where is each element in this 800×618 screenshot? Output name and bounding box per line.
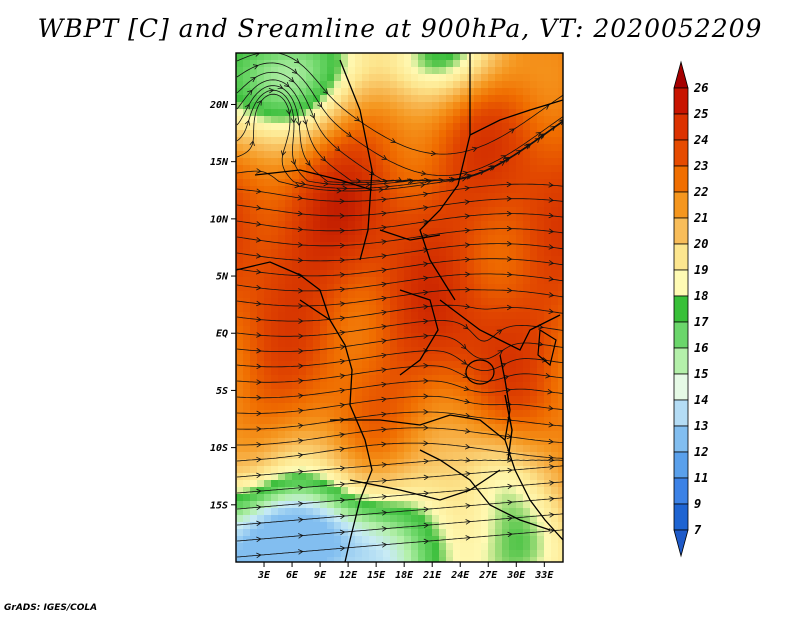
- lat-label: 15S: [210, 500, 228, 511]
- grads-credit: GrADS: IGES/COLA: [4, 603, 98, 613]
- lat-label: 5N: [216, 272, 229, 283]
- lon-label: 6E: [286, 570, 299, 581]
- colorbar-label: 16: [694, 341, 708, 355]
- colorbar-segment: [673, 347, 689, 375]
- lon-label: 30E: [506, 570, 526, 581]
- colorbar-segment: [673, 321, 689, 349]
- temperature-field: [236, 53, 563, 562]
- colorbar-segment: [673, 165, 689, 193]
- lat-label: 10S: [210, 443, 228, 454]
- colorbar-label: 20: [693, 237, 708, 251]
- colorbar-segment: [673, 269, 689, 297]
- colorbar: 26 25 24 23 22 21 20 19 18 17 16 15 14 13 12 11 9 7: [673, 60, 709, 558]
- colorbar-label: 21: [693, 211, 708, 225]
- colorbar-segment: [673, 503, 689, 531]
- colorbar-label: 18: [694, 289, 708, 303]
- lon-label: 33E: [534, 570, 554, 581]
- lat-label: 5S: [216, 386, 228, 397]
- lon-label: 18E: [395, 570, 414, 581]
- lat-label: EQ: [216, 329, 228, 340]
- colorbar-segment: [673, 399, 689, 427]
- lon-label: 12E: [339, 570, 358, 581]
- lon-label: 9E: [314, 570, 327, 581]
- colorbar-label: 26: [693, 81, 708, 95]
- streamlines: [236, 53, 563, 559]
- country-borders: [236, 53, 563, 562]
- colorbar-segment: [673, 113, 689, 141]
- lon-label: 15E: [367, 570, 386, 581]
- colorbar-label: 23: [693, 159, 708, 173]
- colorbar-segment: [673, 217, 689, 245]
- colorbar-label: 15: [694, 367, 708, 381]
- lon-label: 27E: [478, 570, 498, 581]
- colorbar-segment: [673, 139, 689, 167]
- colorbar-label: 22: [693, 185, 708, 199]
- plot-frame: [235, 52, 564, 563]
- colorbar-segment: [673, 373, 689, 401]
- colorbar-label: 14: [694, 393, 708, 407]
- colorbar-segment: [673, 60, 689, 89]
- lat-label: 15N: [210, 157, 229, 168]
- colorbar-segment: [673, 529, 689, 558]
- colorbar-label: 12: [694, 445, 708, 459]
- colorbar-segment: [673, 425, 689, 453]
- lon-label: 21E: [422, 570, 442, 581]
- colorbar-segment: [673, 451, 689, 479]
- colorbar-segment: [673, 243, 689, 271]
- lon-label: 24E: [450, 570, 470, 581]
- colorbar-segment: [673, 295, 689, 323]
- colorbar-label: 13: [694, 419, 708, 433]
- lat-label: 20N: [209, 100, 229, 111]
- colorbar-label: 11: [694, 471, 708, 485]
- map-title: WBPT [C] and Sreamline at 900hPa, VT: 20…: [37, 14, 763, 43]
- colorbar-segment: [673, 87, 689, 115]
- colorbar-label: 7: [694, 523, 702, 537]
- colorbar-label: 9: [694, 497, 701, 511]
- colorbar-label: 25: [693, 107, 708, 121]
- colorbar-label: 19: [694, 263, 708, 277]
- colorbar-segment: [673, 191, 689, 219]
- colorbar-label: 24: [693, 133, 708, 147]
- colorbar-segment: [673, 477, 689, 505]
- lon-label: 3E: [257, 570, 271, 581]
- lat-label: 10N: [210, 214, 229, 225]
- colorbar-label: 17: [694, 315, 709, 329]
